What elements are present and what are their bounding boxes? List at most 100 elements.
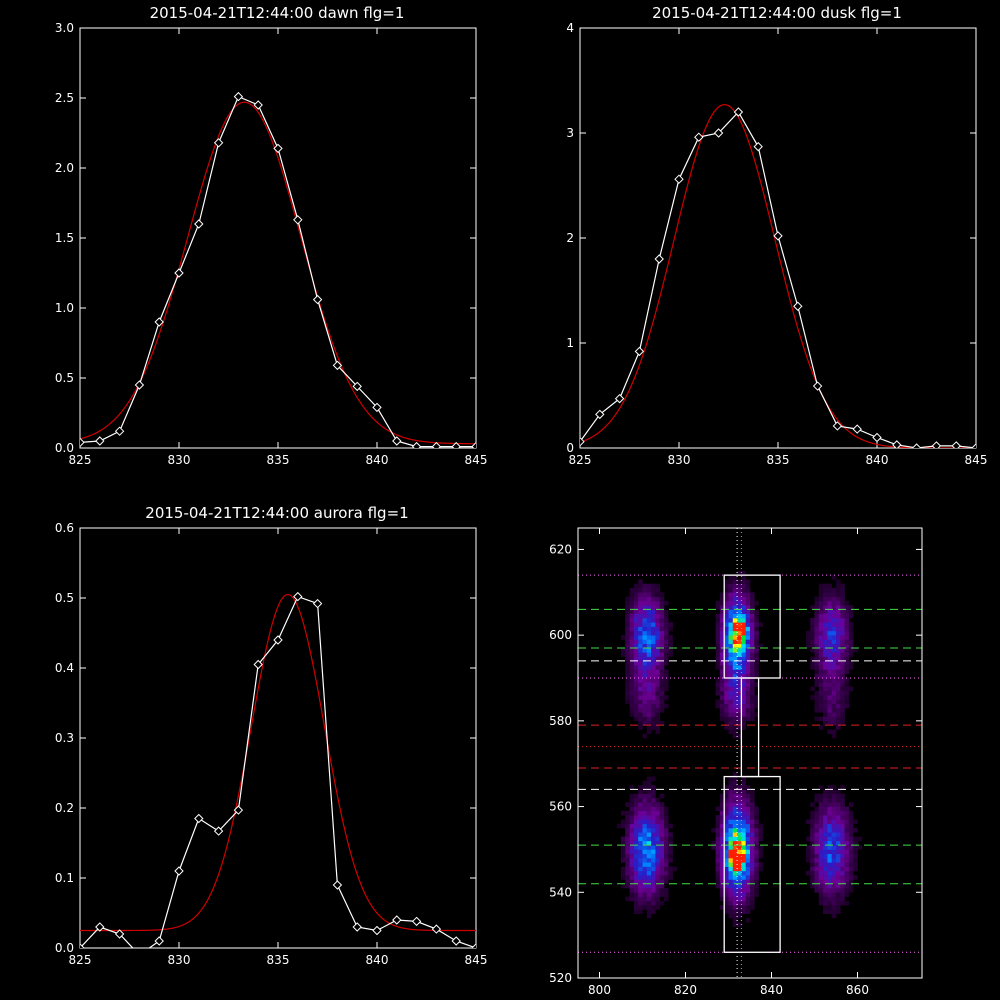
plot-heatmap-cell [651,802,656,807]
plot-heatmap-cell [642,622,648,627]
plot-heatmap-cell [715,600,721,606]
plot-aurora-point [174,866,184,876]
plot-heatmap-cell [732,575,738,580]
plot-heatmap-cell [638,900,643,906]
plot-heatmap-cell [836,609,841,615]
plot-heatmap-cell [621,648,626,653]
plot-heatmap-cell [745,588,751,593]
plot-heatmap-cell [629,656,635,662]
plot-heatmap-cell [715,682,721,687]
plot-heatmap-cell [728,720,734,726]
plot-dawn-point [273,143,283,154]
plot-heatmap-cell [754,815,759,820]
plot-heatmap-cell [655,695,660,700]
plot-heatmap-cell [844,643,850,649]
plot-heatmap-cell [732,716,738,722]
plot-heatmap-cell [646,588,652,593]
plot-heatmap-cell [664,888,669,893]
plot-heatmap-cell [840,823,845,829]
plot-heatmap-cell [827,708,832,713]
plot-heatmap-cell [638,875,643,880]
plot-heatmap-cell [728,699,734,705]
plot-heatmap-cell [638,618,643,623]
plot-heatmap-cell [750,695,755,700]
plot-heatmap-cell [651,725,656,730]
plot-heatmap-cell [750,703,755,709]
plot-heatmap-cell [715,699,721,705]
plot-heatmap-cell [724,849,729,855]
plot-heatmap-cell [659,639,665,645]
plot-heatmap-cell [646,870,652,876]
plot-heatmap-cell [668,836,673,842]
plot-heatmap-cell [827,883,832,889]
plot-heatmap-cell [741,853,746,859]
plot-heatmap-cell [836,630,841,636]
plot-heatmap-cell [728,652,734,657]
plot-heatmap-cell [823,583,828,589]
plot-heatmap-cell [818,699,824,705]
plot-heatmap-cell [732,802,738,807]
plot-heatmap-cell [750,900,755,906]
plot-heatmap-cell [844,836,850,842]
plot-heatmap-cell [737,913,742,919]
plot-heatmap-cell [732,635,738,640]
plot-heatmap-cell [625,828,630,833]
plot-heatmap-cell [737,690,742,696]
plot-heatmap-cell [831,879,837,885]
plot-heatmap-cell [724,785,729,790]
plot-heatmap-cell [840,866,845,872]
plot-heatmap-cell [831,596,837,602]
plot-heatmap-cell [750,716,755,722]
plot-heatmap-cell [840,669,845,675]
plot-heatmap-cell [831,793,837,799]
plot-heatmap-cell [629,815,635,820]
plot-heatmap-cell [646,875,652,880]
plot-heatmap-cell [754,823,759,829]
plot-heatmap-cell [818,802,824,807]
plot-heatmap-cell [840,879,845,885]
plot-heatmap-cell [831,819,837,825]
plot-heatmap-cell [719,626,725,632]
plot-heatmap-cell [818,806,824,812]
plot-heatmap-cell [814,870,820,876]
plot-heatmap-cell [823,648,828,653]
plot-heatmap-cell [840,892,845,897]
plot-heatmap-cell [848,883,854,889]
plot-heatmap-cell [728,643,734,649]
plot-heatmap-cell [664,639,669,645]
plot-heatmap-cell [625,823,630,829]
plot-heatmap-cell [818,635,824,640]
plot-heatmap-cell [831,618,837,623]
plot-heatmap-cell [805,849,811,855]
plot-heatmap-cell [818,660,824,666]
plot-heatmap-cell [629,665,635,670]
plot-dawn-ytick-label: 0.5 [55,371,74,385]
plot-heatmap-cell [651,600,656,606]
plot-heatmap-cell [642,626,648,632]
plot-heatmap-cell [831,656,837,662]
plot-heatmap-cell [724,883,729,889]
plot-heatmap-cell [642,592,648,597]
plot-heatmap-cell [754,875,759,880]
plot-heatmap-cell [642,588,648,593]
plot-heatmap-cell [651,789,656,795]
plot-heatmap-cell [659,806,665,812]
plot-heatmap-cell [724,836,729,842]
plot-heatmap-cell [827,870,832,876]
plot-heatmap-cell [719,862,725,867]
plot-heatmap-cell [646,600,652,606]
plot-heatmap-cell [719,883,725,889]
plot-heatmap-cell [737,716,742,722]
plot-heatmap-cell [823,793,828,799]
plot-heatmap-cell [646,673,652,679]
plot-heatmap-cell [844,682,850,687]
plot-heatmap-cell [621,810,626,816]
plot-heatmap-cell [823,802,828,807]
plot-heatmap-cell [633,652,639,657]
plot-heatmap-cell [818,678,824,683]
plot-heatmap-cell [655,883,660,889]
plot-heatmap-cell [638,793,643,799]
plot-heatmap-cell [836,635,841,640]
plot-heatmap-cell [629,678,635,683]
plot-heatmap-cell [659,802,665,807]
